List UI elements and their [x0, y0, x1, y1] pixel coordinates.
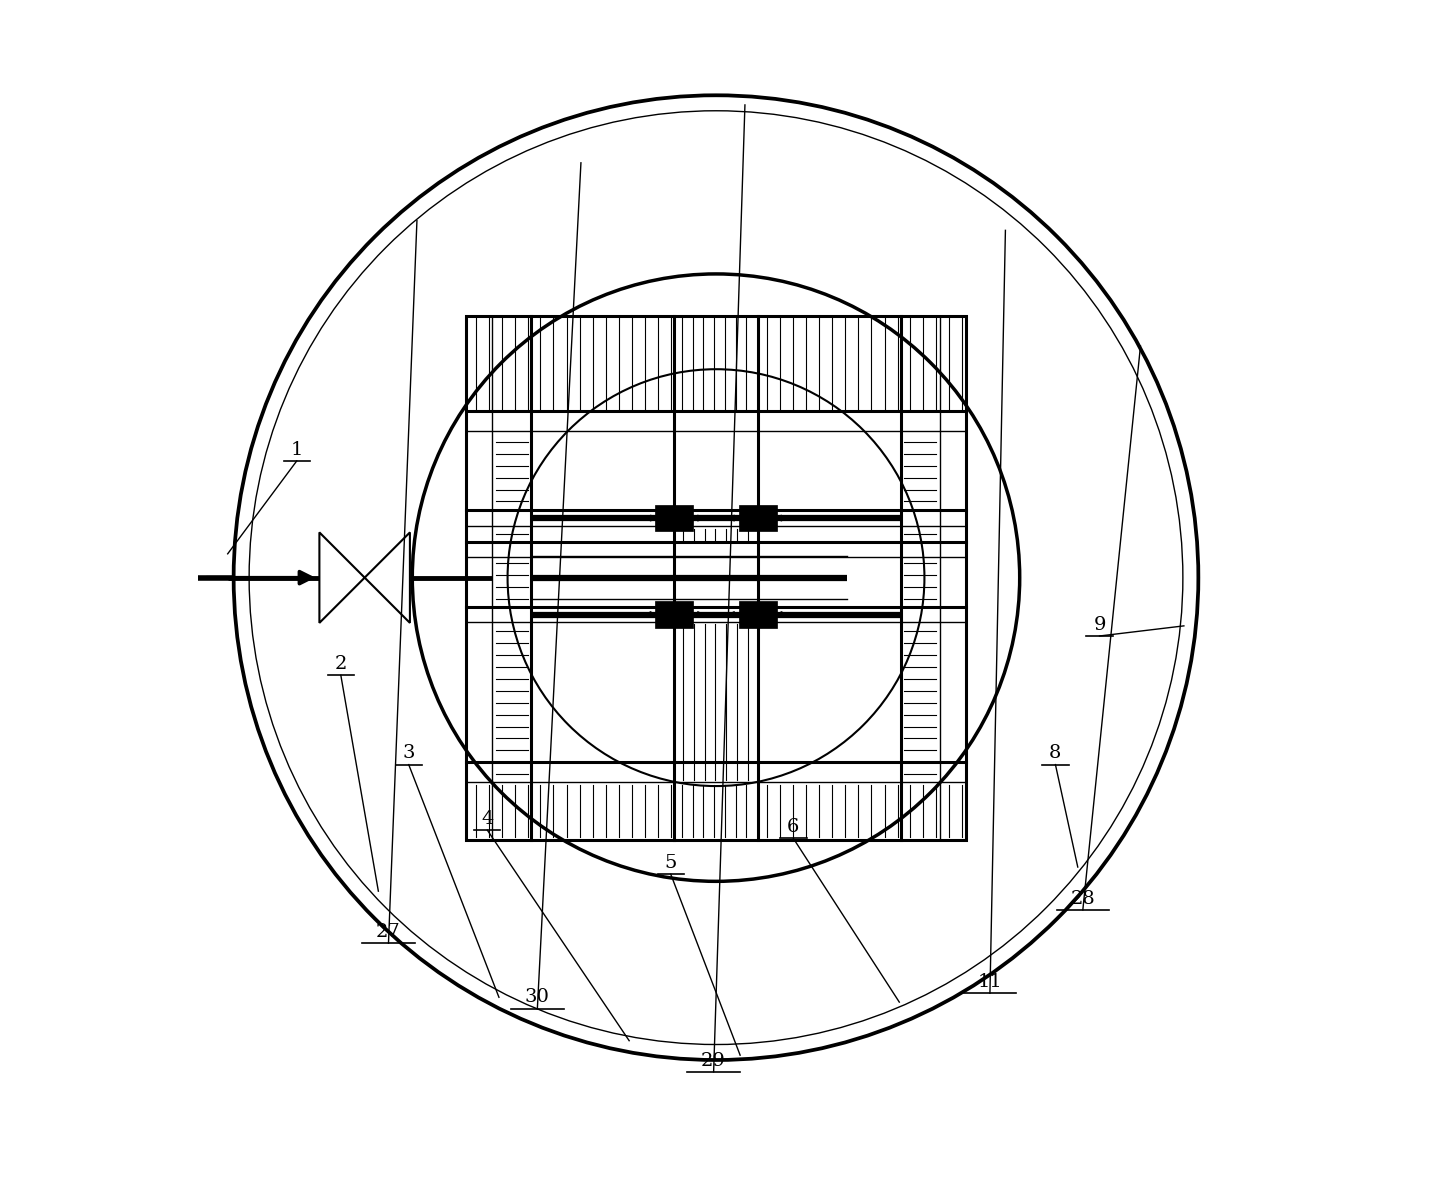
Bar: [739, 505, 776, 531]
Text: 4: 4: [481, 810, 494, 828]
Text: 2: 2: [335, 655, 347, 673]
Text: 8: 8: [1050, 744, 1061, 762]
Bar: [656, 505, 693, 531]
Text: 28: 28: [1071, 890, 1095, 908]
Bar: [465, 316, 967, 840]
Bar: [739, 601, 776, 628]
Text: 29: 29: [702, 1052, 726, 1070]
Text: 30: 30: [526, 989, 550, 1006]
Text: 9: 9: [1093, 616, 1106, 634]
Text: 11: 11: [978, 973, 1002, 991]
Text: 3: 3: [402, 744, 415, 762]
Text: 27: 27: [377, 923, 401, 941]
Text: 6: 6: [788, 818, 799, 836]
Text: 1: 1: [291, 441, 304, 459]
Text: 5: 5: [664, 854, 677, 872]
Bar: [656, 601, 693, 628]
